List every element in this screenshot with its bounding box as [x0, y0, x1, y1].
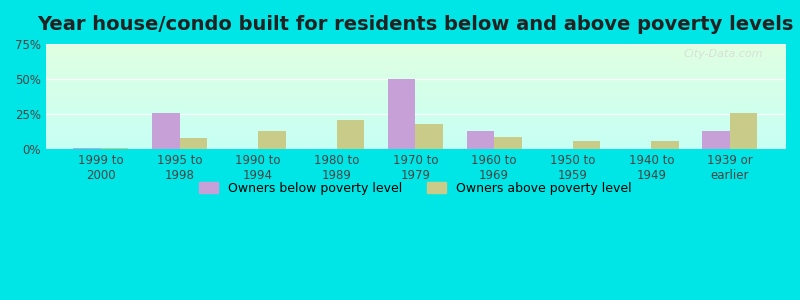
Title: Year house/condo built for residents below and above poverty levels: Year house/condo built for residents bel… [38, 15, 794, 34]
Bar [74, 148, 101, 149]
Bar [258, 131, 286, 149]
Legend: Owners below poverty level, Owners above poverty level: Owners below poverty level, Owners above… [193, 176, 638, 201]
Bar [415, 124, 443, 149]
Bar [152, 113, 179, 149]
Bar [466, 131, 494, 149]
Text: City-Data.com: City-Data.com [683, 49, 763, 59]
Bar [702, 131, 730, 149]
Bar [337, 120, 364, 149]
Bar [730, 113, 758, 149]
Bar [651, 141, 679, 149]
Bar [388, 79, 415, 149]
Bar [179, 138, 207, 149]
Bar [494, 136, 522, 149]
Bar [573, 141, 600, 149]
Bar [101, 148, 129, 149]
